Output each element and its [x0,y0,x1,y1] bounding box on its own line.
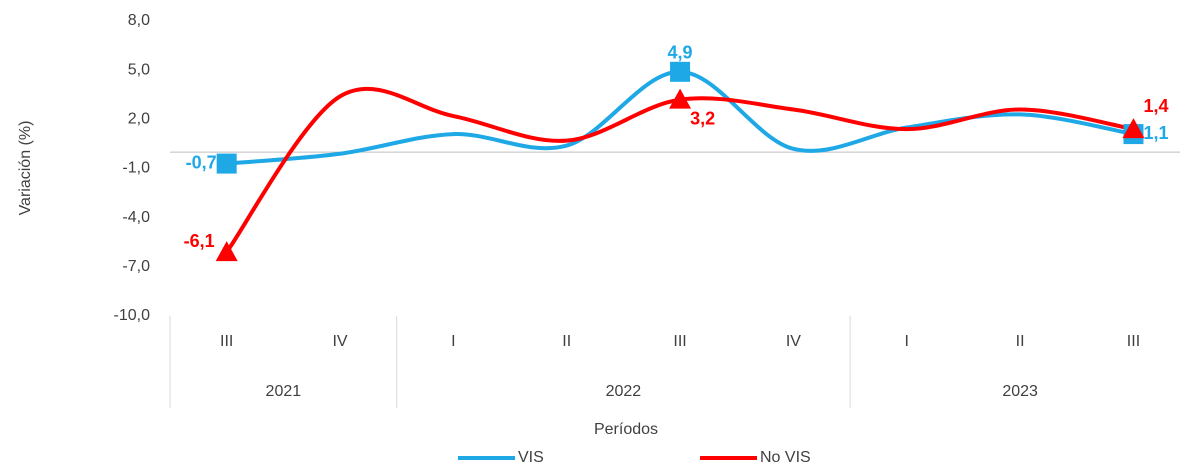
y-tick-label: -10,0 [114,307,151,324]
y-axis-title: Variación (%) [17,121,34,216]
x-tick-label: I [451,333,455,350]
series-line [226,69,1134,166]
x-tick-label: IV [786,333,801,350]
x-group-label: 2021 [266,383,302,400]
x-tick-label: II [562,333,571,350]
data-label: 3,2 [690,108,715,128]
y-tick-label: -1,0 [122,160,150,177]
x-tick-label: III [1127,333,1140,350]
legend-label: No VIS [760,449,811,466]
data-label: 1,1 [1143,123,1168,143]
y-tick-label: -4,0 [122,209,150,226]
y-tick-label: 8,0 [128,12,150,29]
data-label: 4,9 [668,43,693,63]
x-tick-label: IV [332,333,347,350]
data-label: 1,4 [1143,96,1168,116]
marker [1122,118,1145,139]
x-tick-label: I [905,333,909,350]
x-group-label: 2023 [1002,383,1038,400]
data-label: -0,7 [186,152,217,172]
y-tick-label: 5,0 [128,61,150,78]
data-label: -6,1 [184,231,215,251]
series-line [225,86,1134,254]
marker [215,241,238,262]
marker [669,88,692,109]
y-tick-label: -7,0 [122,258,150,275]
x-tick-label: III [220,333,233,350]
marker [670,61,691,82]
x-axis-title: Períodos [594,421,658,438]
legend-label: VIS [518,449,544,466]
x-tick-label: II [1016,333,1025,350]
x-tick-label: III [673,333,686,350]
marker [216,153,237,174]
x-group-label: 2022 [606,383,642,400]
y-tick-label: 2,0 [128,111,150,128]
